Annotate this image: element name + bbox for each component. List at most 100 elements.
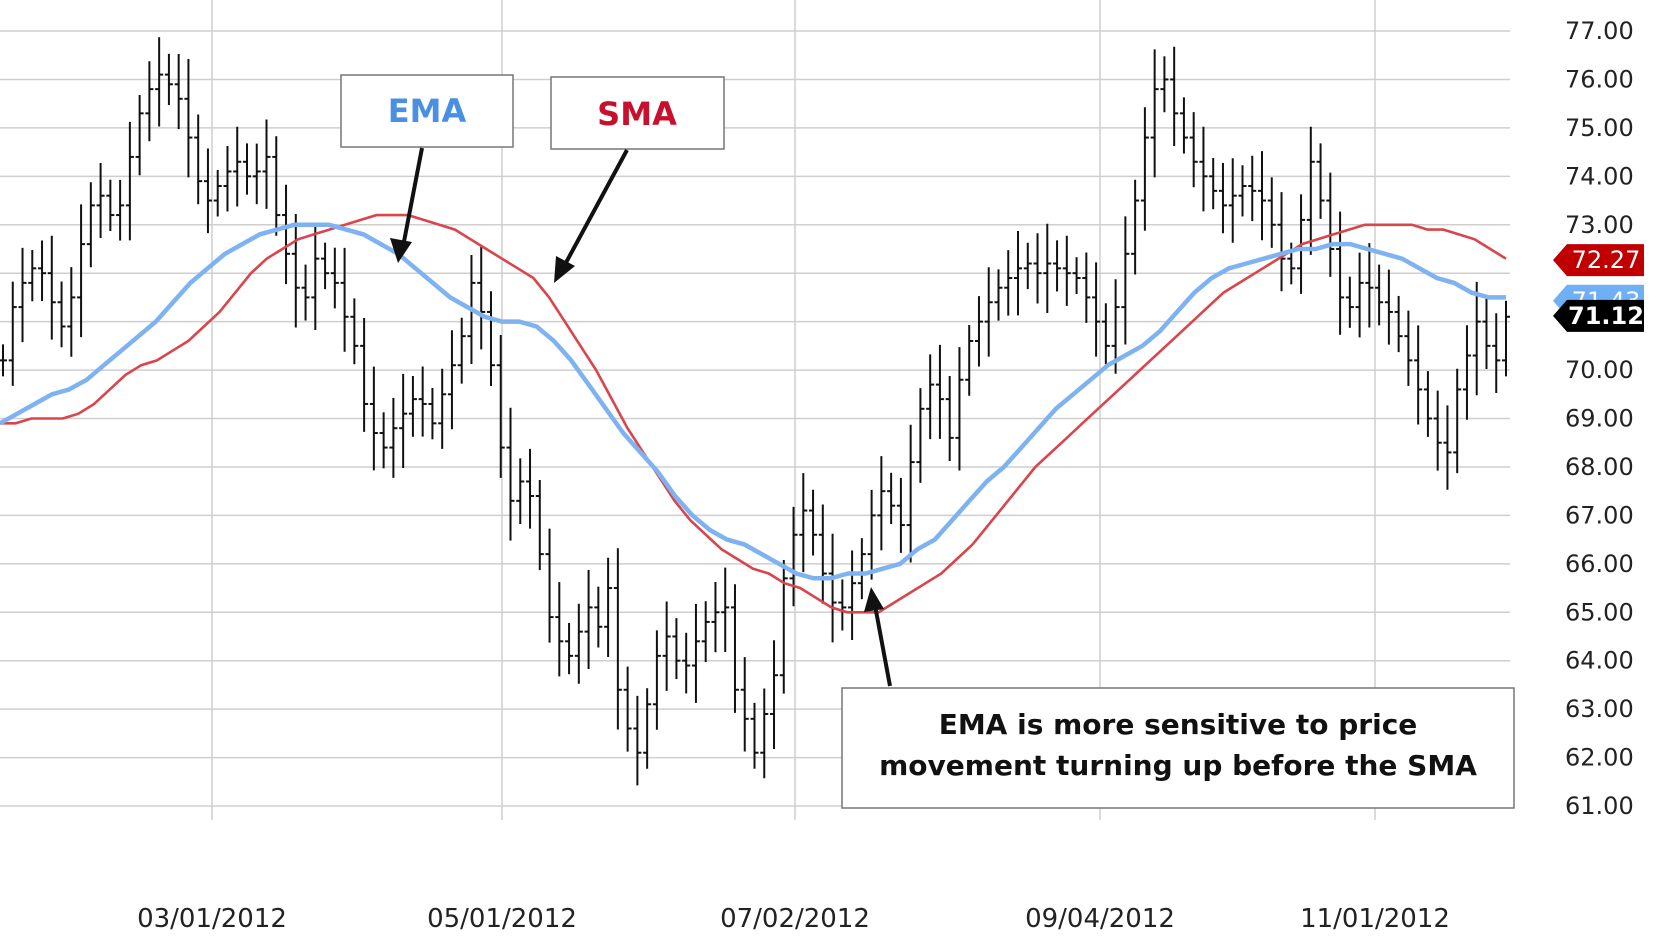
price-bar — [1033, 233, 1042, 304]
annotation-arrow — [872, 599, 892, 687]
price-bar — [662, 601, 671, 691]
price-bar — [965, 325, 974, 396]
price-bar — [1101, 303, 1110, 365]
price-bar — [1472, 281, 1481, 396]
price-bar — [799, 473, 808, 573]
y-tick-label: 66.00 — [1565, 550, 1634, 578]
price-bar — [1414, 325, 1423, 425]
y-tick-label: 62.00 — [1565, 744, 1634, 772]
price-bar — [1218, 162, 1227, 234]
price-bar — [974, 296, 983, 367]
x-tick-label: 09/04/2012 — [1025, 904, 1175, 934]
price-bar — [1404, 310, 1413, 386]
price-bar — [350, 298, 359, 365]
price-bar — [496, 334, 505, 478]
price-bar — [594, 586, 603, 648]
price-bar — [1160, 56, 1169, 113]
price-bar — [1072, 257, 1081, 295]
price-bars — [0, 37, 1510, 786]
price-bar — [984, 267, 993, 357]
price-bar — [1267, 177, 1276, 248]
price-bar — [282, 184, 291, 285]
sma-value-text: 72.27 — [1572, 246, 1641, 274]
price-bar — [321, 242, 330, 290]
price-bar — [1014, 230, 1023, 316]
price-bar — [28, 249, 37, 302]
price-bar — [1462, 325, 1471, 420]
price-bar — [545, 528, 554, 643]
price-bar — [164, 53, 173, 106]
price-bar — [565, 622, 574, 675]
price-bar — [730, 584, 739, 713]
price-bar — [77, 204, 86, 338]
price-bar — [711, 581, 720, 653]
price-bar — [438, 368, 447, 449]
price-bar — [67, 267, 76, 357]
price-bar — [1121, 216, 1130, 345]
price-bar — [526, 448, 535, 529]
price-bar — [272, 136, 281, 236]
price-bar — [369, 366, 378, 471]
y-tick-label: 64.00 — [1565, 647, 1634, 675]
price-bar — [682, 632, 691, 694]
price-bar — [8, 281, 17, 386]
price-bar — [848, 550, 857, 641]
price-bar — [184, 59, 193, 178]
sma-value-tag: 72.27 — [1553, 244, 1644, 277]
price-bar — [1179, 97, 1188, 154]
price-bar — [194, 114, 203, 205]
price-bar — [506, 407, 515, 541]
price-bar — [1277, 192, 1286, 292]
price-bar — [1062, 235, 1071, 306]
price-bar — [242, 143, 251, 195]
price-bar — [760, 688, 769, 779]
ema-label-text: EMA — [388, 92, 467, 130]
x-tick-label: 05/01/2012 — [427, 904, 577, 934]
price-bar — [1170, 46, 1179, 146]
price-bar — [838, 579, 847, 631]
price-bar — [740, 657, 749, 752]
price-bar — [96, 163, 105, 239]
price-bar — [291, 214, 300, 328]
price-bar — [155, 37, 164, 127]
price-bar — [1316, 143, 1325, 219]
price-bar — [1082, 252, 1091, 323]
price-bar — [1433, 390, 1442, 471]
price-bar — [887, 472, 896, 525]
price-bar — [262, 119, 271, 209]
price-bar — [1258, 151, 1267, 241]
price-bar — [106, 179, 115, 232]
price-bar — [1043, 223, 1052, 313]
price-bar — [574, 603, 583, 684]
price-bar — [1131, 179, 1140, 275]
price-bar — [1443, 405, 1452, 490]
price-bar — [623, 666, 632, 752]
price-bar — [1004, 250, 1013, 316]
price-bar — [789, 506, 798, 607]
price-bar — [418, 366, 427, 437]
price-bar — [486, 291, 495, 386]
price-bar — [1092, 262, 1101, 357]
price-bar — [330, 247, 339, 309]
price-bar — [360, 317, 369, 432]
sma-arrow — [560, 149, 629, 271]
price-bar — [867, 489, 876, 580]
price-bar — [340, 247, 349, 352]
price-bar — [233, 126, 242, 207]
price-bar — [1023, 242, 1032, 290]
y-axis-tick-labels: 61.00 62.00 63.00 64.00 65.00 66.00 67.00 68.00… — [1565, 17, 1634, 820]
ema-label-box: EMA — [340, 74, 514, 148]
price-bar — [770, 640, 779, 749]
price-bar — [379, 412, 388, 469]
x-tick-label: 11/01/2012 — [1300, 904, 1450, 934]
price-bar — [935, 344, 944, 439]
price-bar — [604, 557, 613, 658]
price-bar — [1248, 155, 1257, 222]
price-bar — [1209, 157, 1218, 210]
price-bar — [994, 269, 1003, 321]
price-bar — [116, 179, 125, 241]
price-bar — [584, 570, 593, 670]
price-bar — [1199, 126, 1208, 212]
x-tick-label: 03/01/2012 — [137, 904, 287, 934]
price-bar — [57, 281, 66, 348]
